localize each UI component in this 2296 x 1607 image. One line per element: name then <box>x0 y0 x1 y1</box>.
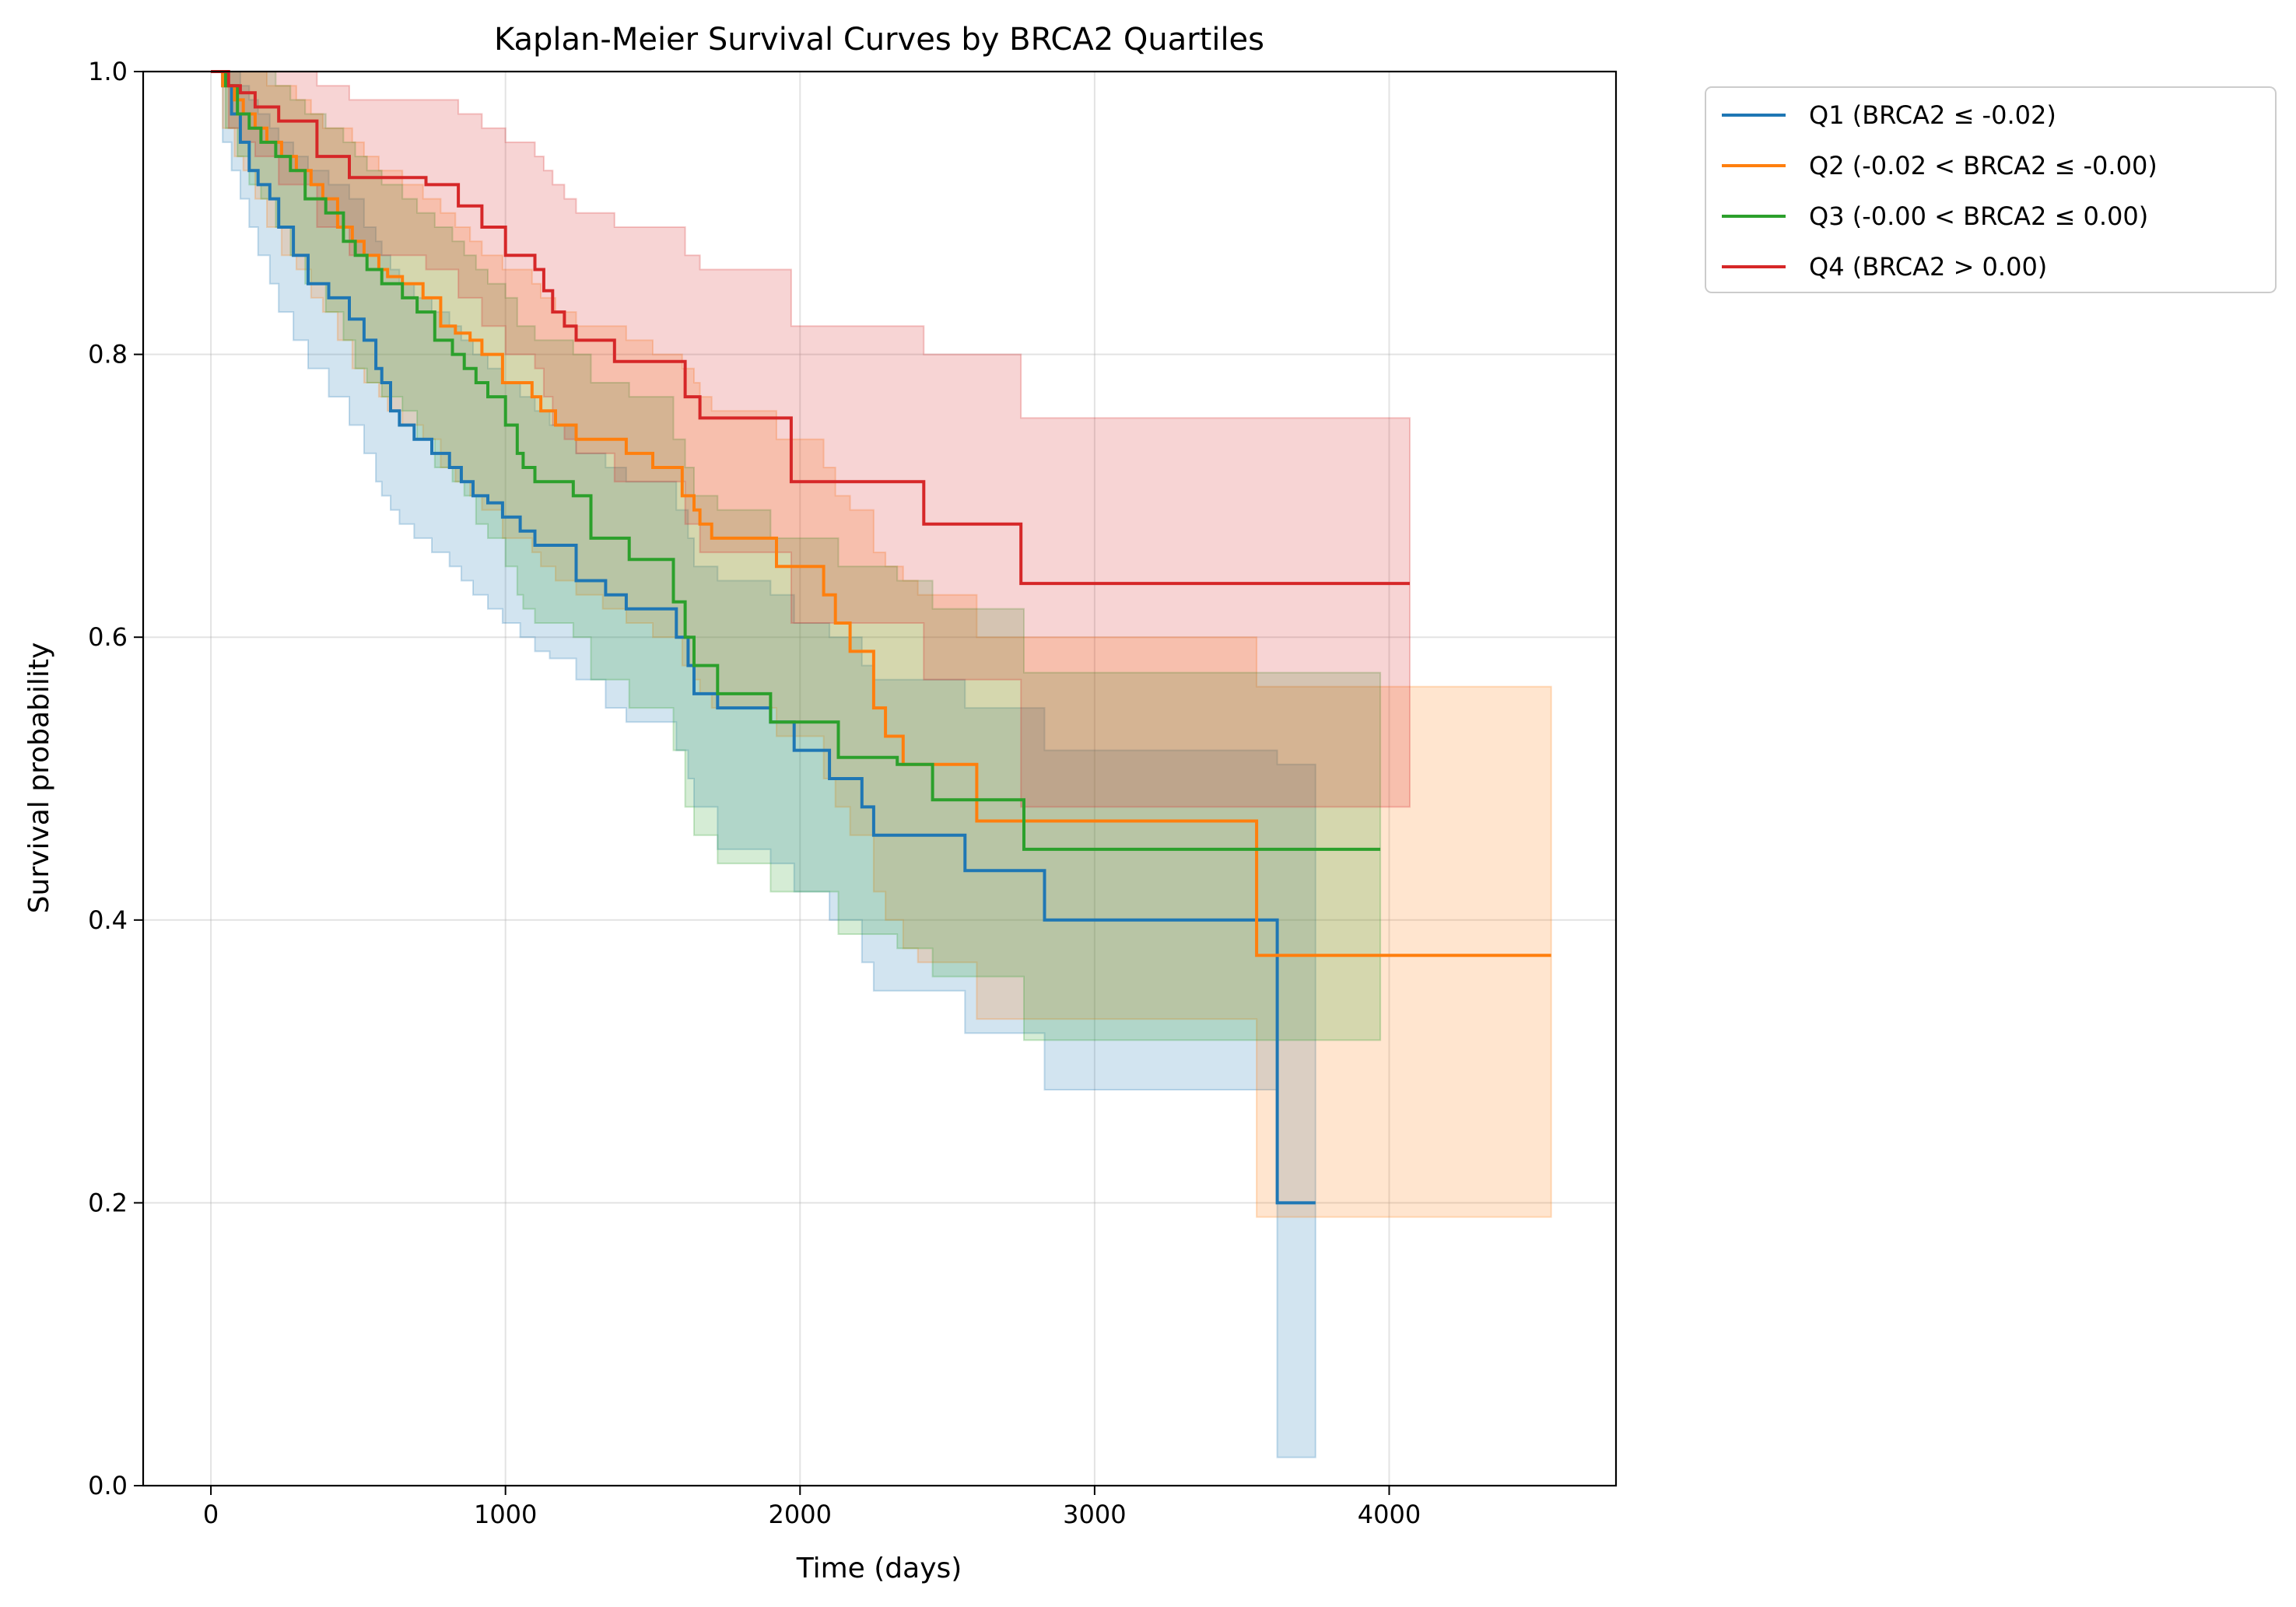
ci-band-q1 <box>211 71 1316 1458</box>
x-tick-label: 0 <box>203 1500 219 1529</box>
legend-items: Q1 (BRCA2 ≤ -0.02) Q2 (-0.02 < BRCA2 ≤ -0… <box>1722 100 2158 282</box>
chart-title: Kaplan-Meier Survival Curves by BRCA2 Qu… <box>494 22 1264 58</box>
x-tick-label: 3000 <box>1063 1500 1126 1529</box>
legend-label-q1: Q1 (BRCA2 ≤ -0.02) <box>1809 100 2056 130</box>
legend-label-q4: Q4 (BRCA2 > 0.00) <box>1809 252 2047 282</box>
x-tick-label: 1000 <box>474 1500 537 1529</box>
plot-area: 0 1000 2000 3000 4000 0.0 0.2 0.4 0.6 0.8 1.0 <box>88 57 1618 1529</box>
x-tick-label: 4000 <box>1358 1500 1421 1529</box>
legend: Q1 (BRCA2 ≤ -0.02) Q2 (-0.02 < BRCA2 ≤ -0… <box>1705 86 2277 293</box>
y-tick-label: 0.0 <box>88 1471 128 1500</box>
survival-lines <box>211 70 1551 1205</box>
y-tick-label: 0.6 <box>88 622 128 652</box>
legend-label-q2: Q2 (-0.02 < BRCA2 ≤ -0.00) <box>1809 151 2158 180</box>
y-tick-label: 0.2 <box>88 1188 128 1217</box>
y-tick-label: 0.8 <box>88 340 128 369</box>
ci-band-q2 <box>211 71 1552 1218</box>
x-axis-label: Time (days) <box>796 1553 962 1584</box>
survival-line-q4 <box>211 70 1410 586</box>
legend-label-q3: Q3 (-0.00 < BRCA2 ≤ 0.00) <box>1809 201 2148 231</box>
y-tick-label: 1.0 <box>88 57 128 86</box>
axes-frame <box>142 70 1618 1487</box>
y-axis-label: Survival probability <box>23 642 55 914</box>
survival-line-q3 <box>211 70 1381 851</box>
y-tick-label: 0.4 <box>88 905 128 935</box>
survival-line-q1 <box>211 70 1316 1205</box>
x-tick-label: 2000 <box>769 1500 832 1529</box>
axis-ticks: 0 1000 2000 3000 4000 0.0 0.2 0.4 0.6 0.8 1.0 <box>88 57 1421 1529</box>
legend-box <box>1705 86 2277 293</box>
